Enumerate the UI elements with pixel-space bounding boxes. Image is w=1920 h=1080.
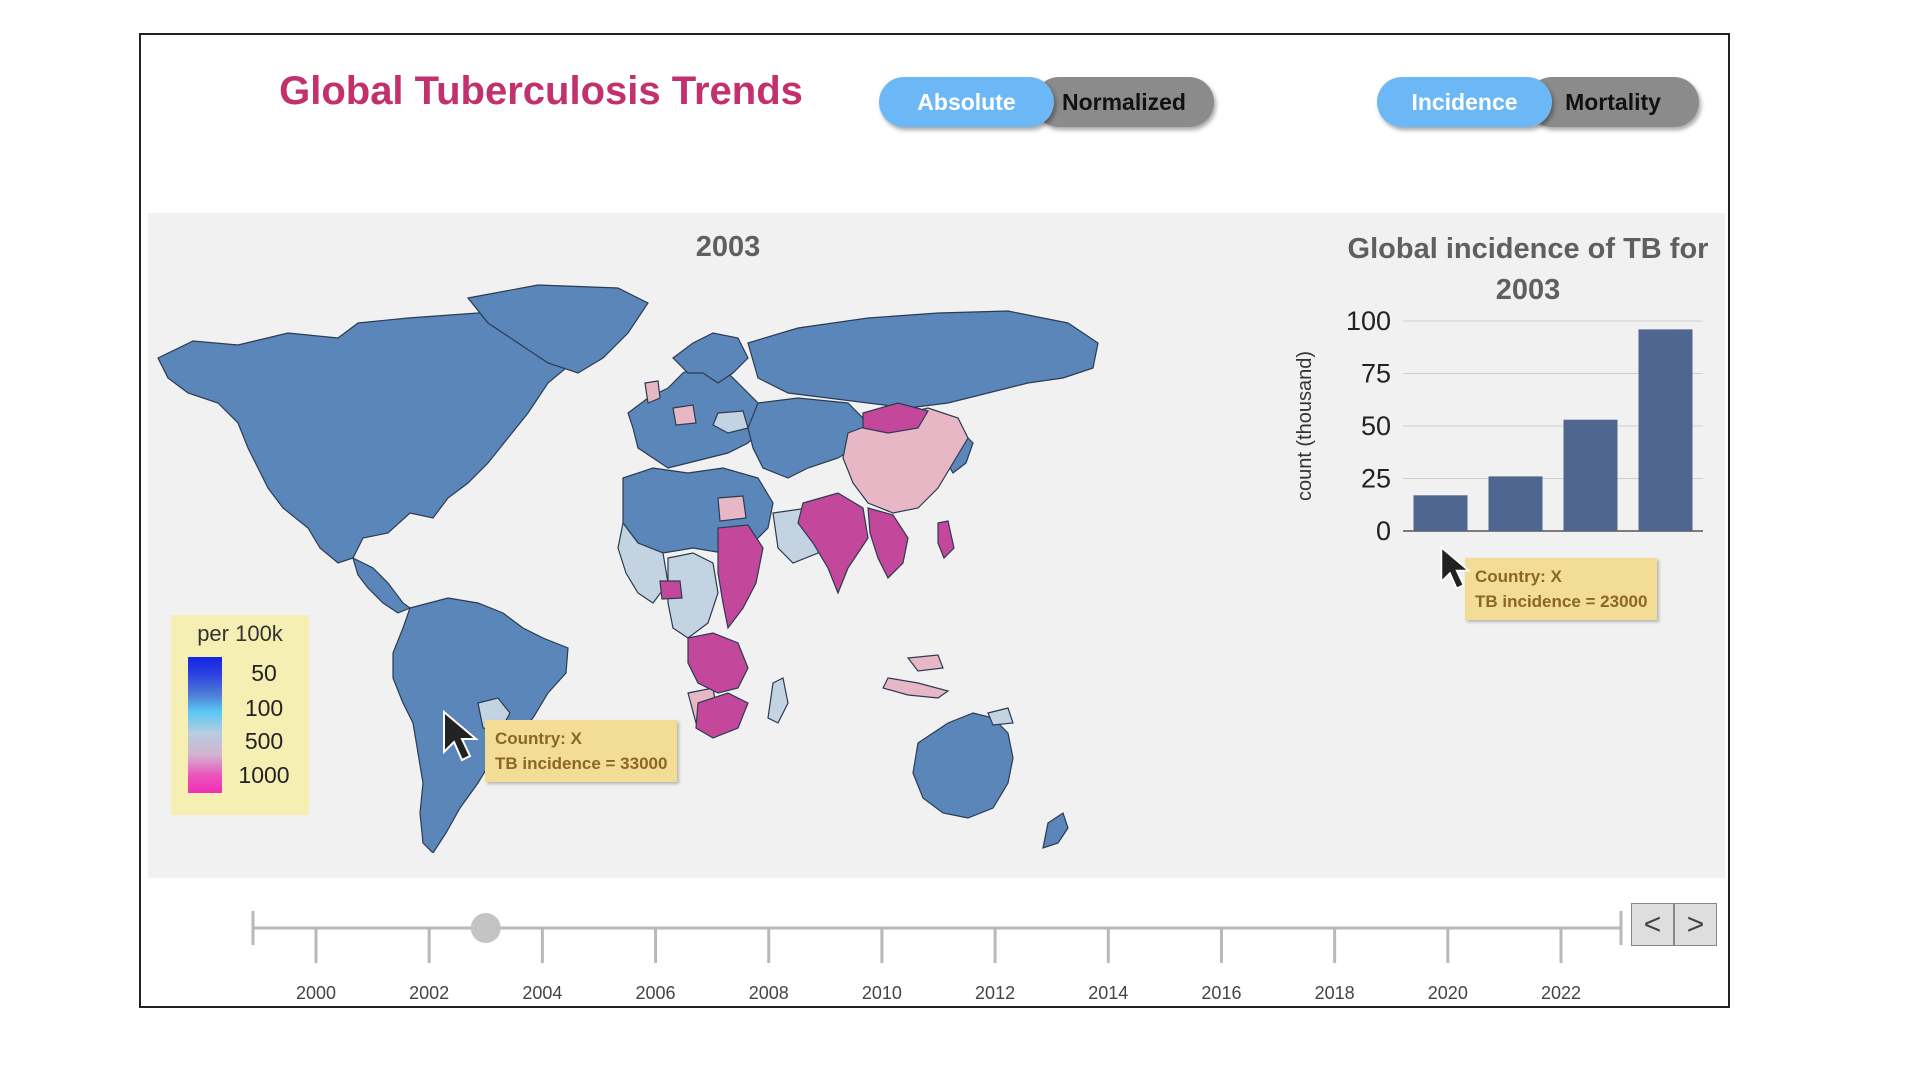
nigeria-region	[659, 580, 683, 600]
y-tick-label: 0	[1376, 516, 1391, 546]
bar-chart: count (thousand) 0 25 50 75 100	[1294, 311, 1703, 546]
europe-region	[627, 362, 769, 469]
chart-title: Global incidence of TB for 2003	[1347, 233, 1709, 306]
uk-region	[644, 380, 661, 404]
legend-label: 500	[244, 728, 284, 754]
bar[interactable]	[1563, 419, 1618, 531]
slider-tick-label: 2022	[1540, 983, 1582, 1003]
scale-toggle[interactable]: Normalized Absolute	[879, 77, 1214, 127]
y-tick-label: 50	[1361, 411, 1391, 441]
ukraine-region	[712, 410, 749, 434]
russia-region	[747, 310, 1099, 409]
slider-tick-label: 2014	[1088, 983, 1129, 1003]
south-america-region	[392, 597, 569, 853]
previous-year-button[interactable]: <	[1631, 903, 1674, 946]
south-africa-region	[695, 692, 749, 739]
map-tooltip-country: Country: X	[495, 729, 582, 748]
bar[interactable]	[1413, 495, 1468, 531]
east-africa-region	[717, 524, 764, 630]
mouse-cursor-icon	[443, 709, 479, 762]
mouse-cursor-icon	[1440, 545, 1471, 590]
legend-title: per 100k	[197, 621, 283, 646]
slider-tick-label: 2008	[748, 983, 789, 1003]
slider-tick-label: 2006	[635, 983, 676, 1003]
app-frame: Global Tuberculosis Trends Normalized Ab…	[139, 33, 1730, 1008]
y-tick-label: 75	[1361, 359, 1391, 389]
egypt-region	[717, 495, 747, 522]
slider-tick-label: 2004	[522, 983, 563, 1003]
legend-label: 100	[244, 695, 284, 721]
map-year-title: 2003	[695, 231, 761, 263]
west-africa-region	[617, 521, 669, 604]
indonesia-region	[882, 677, 950, 699]
slider-tick-label: 2002	[409, 983, 450, 1003]
png-region	[987, 707, 1014, 726]
central-asia-region	[747, 397, 869, 479]
legend-label: 50	[251, 660, 277, 686]
y-tick-label: 100	[1346, 311, 1391, 336]
map-legend: per 100k 50 100 500 1000	[171, 615, 309, 815]
scandinavia-region	[672, 332, 749, 384]
poland-region	[672, 404, 697, 426]
chart-tooltip-country: Country: X	[1475, 567, 1562, 586]
incidence-button[interactable]: Incidence	[1377, 77, 1552, 127]
central-africa-region	[667, 552, 719, 639]
bar[interactable]	[1488, 476, 1543, 531]
mortality-button[interactable]: Mortality	[1527, 77, 1699, 127]
chart-tooltip-value: TB incidence = 23000	[1475, 592, 1648, 611]
visualization-panel: 2003	[148, 213, 1725, 878]
north-america-region	[157, 307, 629, 564]
southern-africa-region	[687, 632, 749, 694]
legend-label: 1000	[238, 762, 290, 788]
slider-tick-label: 2016	[1201, 983, 1242, 1003]
map-tooltip-value: TB incidence = 33000	[495, 754, 668, 773]
slider-tick-label: 2010	[861, 983, 902, 1003]
slider-tick-label: 2018	[1314, 983, 1355, 1003]
slider-tick-label: 2000	[295, 983, 337, 1003]
slider-tick-label: 2020	[1427, 983, 1468, 1003]
next-year-button[interactable]: >	[1674, 903, 1717, 946]
world-map[interactable]	[148, 263, 1178, 853]
mongolia-region	[862, 402, 929, 434]
metric-toggle[interactable]: Mortality Incidence	[1377, 77, 1699, 127]
new-zealand-region	[1042, 812, 1069, 849]
y-tick-label: 25	[1361, 464, 1391, 494]
normalized-button[interactable]: Normalized	[1034, 77, 1214, 127]
slider-handle[interactable]	[470, 913, 501, 943]
malaysia-region	[906, 654, 944, 672]
bar[interactable]	[1638, 329, 1693, 531]
absolute-button[interactable]: Absolute	[879, 77, 1054, 127]
australia-region	[912, 712, 1014, 819]
slider-tick-label: 2012	[975, 983, 1016, 1003]
philippines-region	[937, 520, 955, 560]
year-slider[interactable]	[241, 903, 1661, 963]
map-tooltip: Country: X TB incidence = 33000	[485, 720, 678, 782]
southeast-asia-region	[867, 507, 909, 580]
greenland-region	[466, 284, 649, 374]
china-region	[842, 407, 969, 514]
slider-tick-labels: 2000 2002 2004 2006 2008 2010 2012 2014 2016 2018…	[241, 903, 1661, 1003]
india-region	[797, 492, 869, 595]
page-title: Global Tuberculosis Trends	[279, 69, 803, 113]
chart-tooltip: Country: X TB incidence = 23000	[1465, 558, 1658, 620]
central-america-region	[352, 556, 412, 614]
y-axis-label: count (thousand)	[1294, 351, 1316, 501]
madagascar-region	[767, 677, 789, 724]
legend-color-scale	[188, 657, 222, 793]
